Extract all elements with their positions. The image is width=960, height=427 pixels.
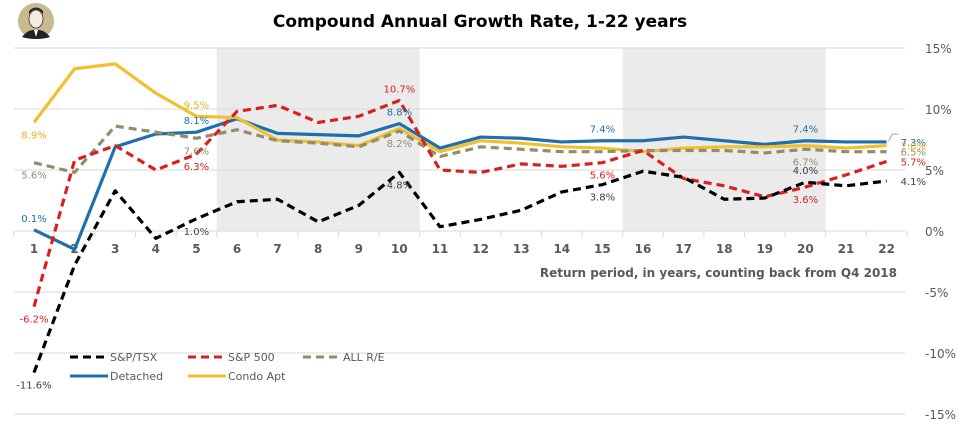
data-label: 7.3% <box>901 138 926 149</box>
data-label: 3.8% <box>590 193 615 204</box>
data-label: 5.6% <box>21 171 46 182</box>
series-line-s-p-500 <box>32 98 888 308</box>
x-tick-label: 15 <box>594 242 611 256</box>
data-label: 0.1% <box>21 214 46 225</box>
x-tick-label: 12 <box>472 242 489 256</box>
x-tick-label: 8 <box>314 242 322 256</box>
data-label: 7.4% <box>793 125 818 136</box>
x-tick-label: 20 <box>797 242 814 256</box>
data-label: -11.6% <box>16 381 51 392</box>
x-tick-label: 1 <box>30 242 38 256</box>
legend-label: S&P/TSX <box>110 351 158 364</box>
x-tick-label: 13 <box>513 242 530 256</box>
x-tick-label: 9 <box>355 242 363 256</box>
series-lines <box>32 62 888 374</box>
x-tick-label: 4 <box>152 242 160 256</box>
x-tick-label: 6 <box>233 242 241 256</box>
data-label: 5.6% <box>590 171 615 182</box>
legend-label: S&P 500 <box>228 351 275 364</box>
x-tick-label: 16 <box>635 242 652 256</box>
x-axis: 1 2 3 4 5 6 7 8 9 10 11 12 13 14 15 16 17 18 19 20 21 22 <box>13 231 908 256</box>
data-label: 4.1% <box>901 177 926 188</box>
x-axis-label: Return period, in years, counting back f… <box>540 266 897 280</box>
portrait-hair-icon <box>29 7 43 14</box>
data-label: 8.9% <box>21 130 46 141</box>
data-label: 10.7% <box>384 84 416 95</box>
x-tick-label: 18 <box>716 242 733 256</box>
y-tick-label: -15% <box>925 408 956 422</box>
x-tick-label: 14 <box>553 242 570 256</box>
x-tick-label: 21 <box>838 242 855 256</box>
x-tick-label: 22 <box>878 242 895 256</box>
data-label: 8.1% <box>184 116 209 127</box>
avatar <box>18 3 54 39</box>
x-tick-label: 7 <box>273 242 281 256</box>
data-label: 5.7% <box>901 157 926 168</box>
portrait-collar-icon <box>34 30 38 37</box>
legend-label: Condo Apt <box>228 370 286 383</box>
label-leader-line <box>888 133 899 142</box>
data-label: 6.3% <box>184 162 209 173</box>
series-line-all-r-e <box>33 124 887 175</box>
y-tick-label: 0% <box>925 225 944 239</box>
y-tick-label: -5% <box>925 286 948 300</box>
data-label: 8.8% <box>387 108 412 119</box>
data-label: 3.6% <box>793 195 818 206</box>
y-tick-label: 10% <box>925 103 952 117</box>
data-label: -6.2% <box>19 315 48 326</box>
y-axis: 15% 10% 5% 0% -5% -10% -15% <box>925 42 956 422</box>
data-label: 9.5% <box>184 100 209 111</box>
data-label: 7.4% <box>590 125 615 136</box>
x-tick-label: 19 <box>756 242 773 256</box>
x-tick-label: 3 <box>111 242 119 256</box>
y-tick-label: -10% <box>925 347 956 361</box>
data-label: 8.2% <box>387 139 412 150</box>
series-line-condo-apt <box>32 62 887 154</box>
y-tick-label: 15% <box>925 42 952 56</box>
chart-title: Compound Annual Growth Rate, 1-22 years <box>273 12 687 32</box>
data-label: 7.6% <box>184 146 209 157</box>
data-label: 1.0% <box>184 227 209 238</box>
data-label: 6.5% <box>901 148 926 159</box>
x-tick-label: 10 <box>391 242 408 256</box>
legend: S&P/TSX S&P 500 ALL R/E Detached Condo Apt <box>70 351 385 383</box>
legend-label: Detached <box>110 370 163 383</box>
portrait-face-icon <box>28 9 44 29</box>
data-label: 7.0% <box>901 142 926 153</box>
legend-label: ALL R/E <box>343 351 385 364</box>
series-line-detached <box>33 117 887 251</box>
data-label: 6.7% <box>793 157 818 168</box>
x-tick-label: 11 <box>432 242 449 256</box>
data-label: 4.0% <box>793 166 818 177</box>
x-tick-label: 17 <box>675 242 692 256</box>
data-labels: -11.6% 1.0% 4.8% 3.8% 4.0% 4.1% -6.2% 6.3% 10.7%… <box>16 84 926 391</box>
data-label: 4.8% <box>387 180 412 191</box>
y-tick-label: 5% <box>925 164 944 178</box>
x-tick-label: 5 <box>192 242 200 256</box>
